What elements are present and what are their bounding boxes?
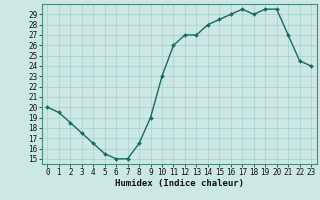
X-axis label: Humidex (Indice chaleur): Humidex (Indice chaleur) (115, 179, 244, 188)
